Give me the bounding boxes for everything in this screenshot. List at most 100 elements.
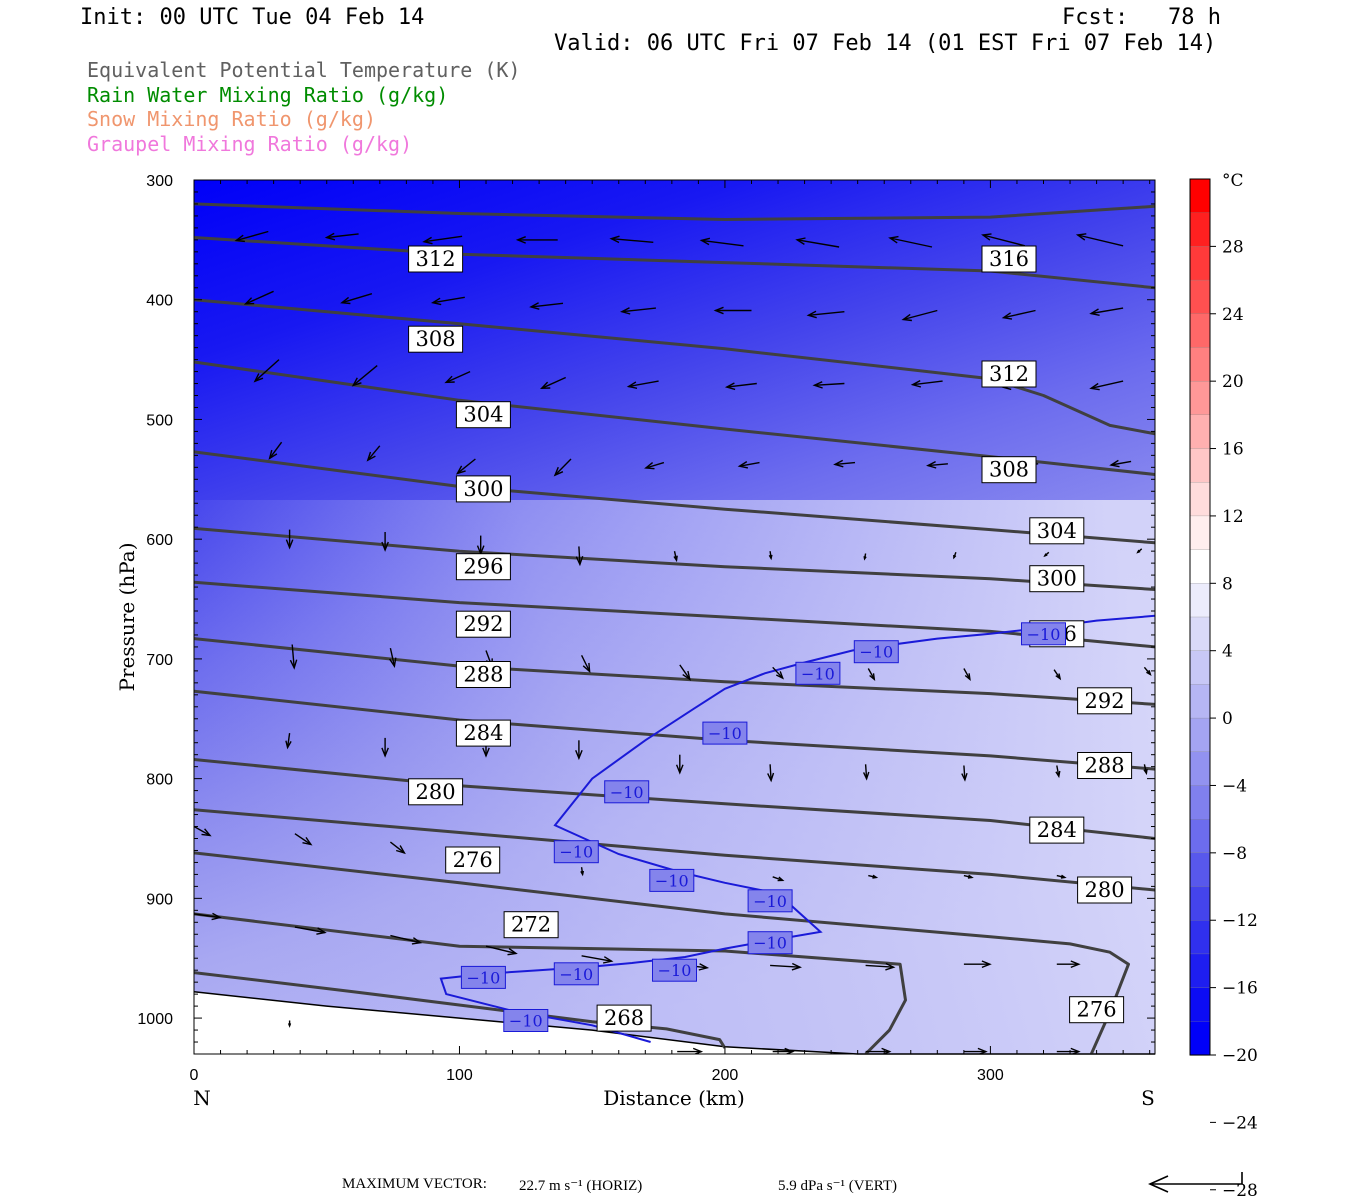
isotherm-label: −10 [503, 1009, 549, 1032]
temperature-shading [194, 180, 1155, 1054]
theta-e-label-text: 312 [416, 247, 456, 271]
wind-vector-head [862, 771, 870, 781]
wind-vector-head [455, 465, 466, 475]
theta-e-label-text: 284 [463, 721, 503, 745]
wind-vector-head [1043, 553, 1048, 558]
theta-e-label: 304 [1029, 517, 1085, 545]
theta-e-label: 284 [455, 719, 511, 747]
colorbar-swatch [1189, 616, 1211, 652]
theta-e-label-text: 276 [1077, 998, 1117, 1022]
plot-frame [193, 179, 1156, 1055]
theta-e-label: 292 [455, 610, 511, 638]
wind-vector-shaft [867, 668, 875, 680]
wind-vector-head [366, 451, 376, 462]
wind-vector [515, 236, 558, 244]
theta-e-label-text: 284 [1037, 818, 1077, 842]
isotherm-label: −10 [649, 868, 695, 892]
wind-vector [1109, 459, 1132, 468]
theta-e-label: 304 [455, 401, 511, 429]
colorbar-tick-label: 20 [1222, 372, 1244, 392]
theta-e-label-box [445, 846, 501, 874]
wind-vector-head [602, 956, 614, 964]
wind-vector-shaft [808, 311, 845, 316]
wind-vector-head [507, 947, 518, 956]
colorbar-tick-label: −24 [1222, 1113, 1258, 1133]
theta-e-label-box [981, 360, 1037, 388]
wind-vector-head [515, 236, 526, 244]
wind-vector [767, 764, 775, 783]
colorbar-unit: °C [1222, 171, 1244, 191]
isotherm-label-text: −10 [753, 934, 787, 953]
wind-vector [679, 664, 691, 681]
wind-vector-head [767, 772, 775, 783]
wind-vector [366, 445, 381, 462]
wind-vector [862, 764, 870, 781]
colorbar-swatch [1189, 482, 1211, 517]
wind-vector [430, 296, 465, 306]
theta-e-label-box [455, 719, 511, 747]
wind-vector [485, 945, 518, 956]
wind-vector [981, 233, 1026, 247]
colorbar-swatch [1189, 1021, 1211, 1056]
init-time: Init: 00 UTC Tue 04 Feb 14 [80, 5, 425, 30]
colorbar-tick-label: 28 [1222, 237, 1244, 257]
wind-vector-head [791, 962, 802, 971]
colorbar-swatch [1189, 313, 1211, 349]
wind-vector-shaft [963, 668, 971, 680]
colorbar-tick-label: 8 [1222, 574, 1233, 594]
wind-vector-head [961, 772, 968, 782]
theta-e-label-text: 280 [416, 780, 456, 804]
wind-vector-head [1143, 768, 1148, 776]
isotherm-label-text: −10 [467, 968, 501, 987]
wind-vector-head [1055, 770, 1061, 779]
colorbar-tick-label: −12 [1222, 911, 1258, 931]
colorbar-tick-label: −28 [1222, 1181, 1258, 1200]
colorbar: °C 28 24 20 16 12 8 4 0 −4 −8 −12 −16 −20 −24 −28 [1189, 171, 1258, 1200]
isotherm-label-text: −10 [859, 643, 893, 662]
y-tick-label: 300 [146, 173, 173, 190]
theta-e-label-box [981, 245, 1037, 273]
theta-e-label: 280 [1077, 876, 1133, 904]
theta-e-contour-292 [194, 637, 1155, 706]
wind-vector-head [675, 764, 684, 775]
wind-vector [1089, 380, 1124, 391]
wind-vector-shaft [1090, 380, 1124, 389]
wind-vector-shaft [770, 964, 801, 968]
theta-e-label: 296 [455, 553, 511, 581]
wind-vector-shaft [578, 546, 581, 565]
isotherm-label-text: −10 [753, 892, 787, 911]
wind-vector [1056, 874, 1067, 879]
wind-vector-shaft [772, 666, 784, 679]
wind-vector-shaft [291, 644, 295, 668]
wind-vector-head [285, 539, 294, 550]
wind-vector-head [287, 1023, 292, 1028]
wind-vector-head [609, 235, 620, 244]
theta-e-label-box [455, 401, 511, 429]
legend-graupel: Graupel Mixing Ratio (g/kg) [87, 132, 413, 156]
max-vector-arrow [1148, 1172, 1243, 1193]
wind-vector-head [901, 313, 912, 322]
theta-e-label-text: 292 [463, 612, 503, 636]
wind-vector [901, 309, 938, 322]
wind-vector [422, 235, 463, 245]
theta-e-label: 288 [455, 661, 511, 688]
wind-vector [289, 644, 298, 670]
theta-e-label-box [408, 245, 464, 273]
wind-vector [609, 235, 654, 244]
wind-vector [294, 833, 313, 846]
wind-vector [553, 458, 572, 477]
wind-vector [868, 874, 879, 879]
wind-vector-head [381, 747, 389, 758]
isotherm-label-text: −10 [1027, 625, 1061, 644]
y-tick-label: 900 [146, 891, 173, 908]
wind-vector-shaft [1110, 460, 1132, 466]
wind-vector [294, 926, 327, 935]
wind-vector-head [713, 306, 724, 315]
theta-e-label-box [596, 1004, 652, 1032]
theta-e-label: 308 [981, 456, 1037, 484]
wind-vector-shaft [864, 764, 868, 779]
wind-vector-head [1109, 459, 1120, 468]
wind-vector-shaft [236, 230, 269, 242]
wind-vector [287, 1020, 292, 1028]
theta-e-label-text: 312 [989, 362, 1029, 386]
